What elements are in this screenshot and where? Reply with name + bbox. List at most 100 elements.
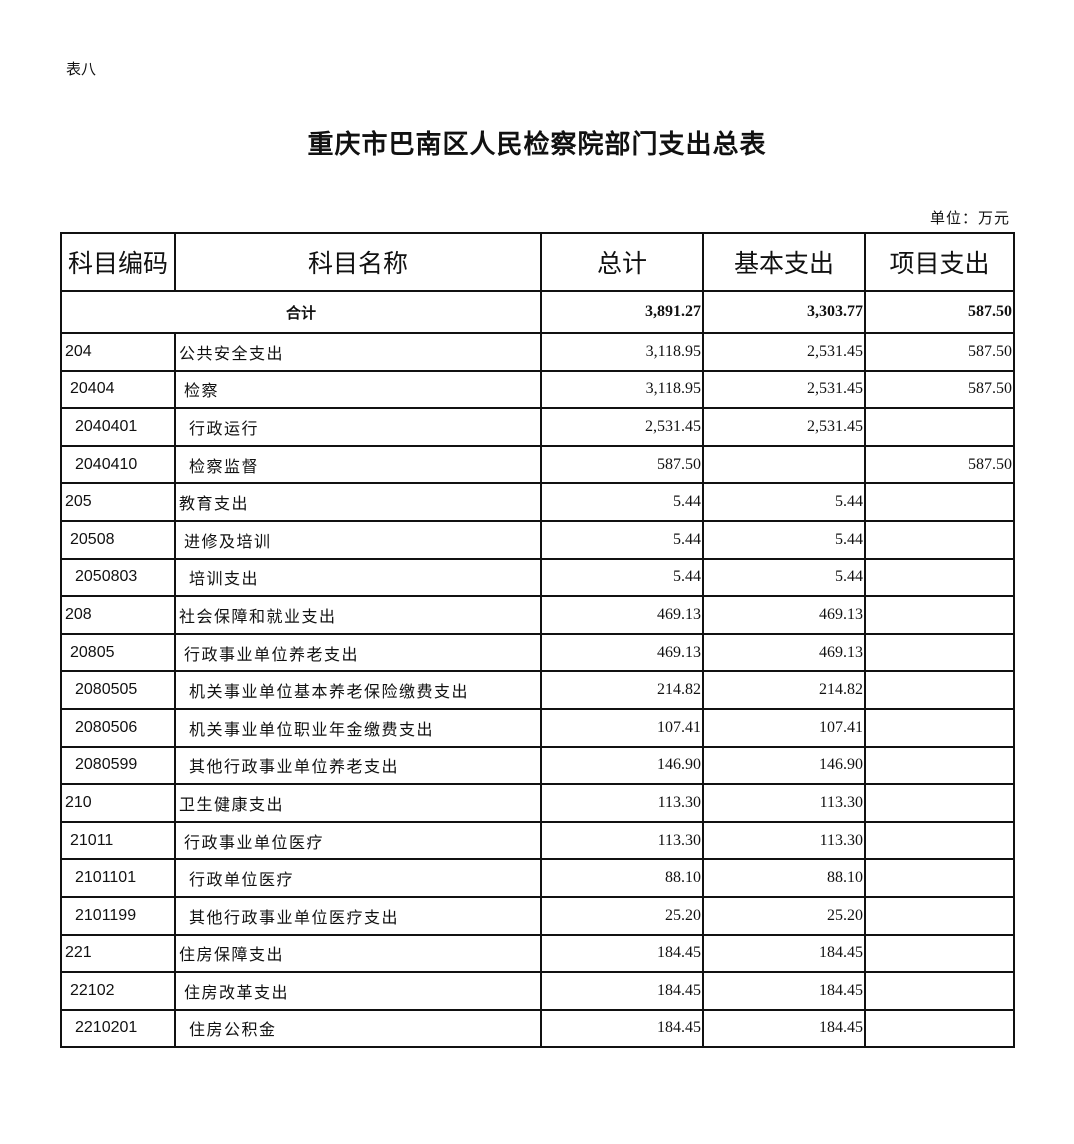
table-row: 2080506 机关事业单位职业年金缴费支出 107.41 107.41 — [60, 707, 1015, 748]
row-code: 2080599 — [60, 745, 176, 786]
row-name: 住房保障支出 — [174, 933, 542, 974]
page-title: 重庆市巴南区人民检察院部门支出总表 — [307, 130, 767, 160]
row-basic: 107.41 — [702, 707, 866, 748]
row-project — [864, 519, 1015, 560]
table-row: 2101101 行政单位医疗 88.10 88.10 — [60, 858, 1015, 898]
table-row: 2210201 住房公积金 184.45 184.45 — [60, 1008, 1015, 1049]
row-total: 214.82 — [540, 670, 704, 710]
row-basic: 184.45 — [702, 1008, 866, 1049]
row-code: 204 — [60, 332, 176, 372]
header-row: 科目编码 科目名称 总计 基本支出 项目支出 — [60, 232, 1015, 292]
row-total: 5.44 — [540, 557, 704, 598]
row-code: 205 — [60, 482, 176, 522]
row-total: 184.45 — [540, 971, 704, 1011]
row-basic — [702, 444, 866, 485]
row-name: 检察 — [174, 369, 542, 410]
row-basic: 469.13 — [702, 595, 866, 635]
table-row: 2101199 其他行政事业单位医疗支出 25.20 25.20 — [60, 895, 1015, 936]
table-row: 20404 检察 3,118.95 2,531.45 587.50 — [60, 369, 1015, 410]
row-project — [864, 745, 1015, 786]
row-total: 184.45 — [540, 933, 704, 974]
table-row: 2050803 培训支出 5.44 5.44 — [60, 557, 1015, 598]
header-project: 项目支出 — [864, 232, 1015, 292]
row-name: 其他行政事业单位医疗支出 — [174, 895, 542, 936]
total-total: 3,891.27 — [540, 290, 704, 334]
row-name: 住房公积金 — [174, 1008, 542, 1049]
row-basic: 113.30 — [702, 783, 866, 823]
row-name: 机关事业单位职业年金缴费支出 — [174, 707, 542, 748]
row-total: 5.44 — [540, 482, 704, 522]
row-name: 住房改革支出 — [174, 971, 542, 1011]
row-basic: 2,531.45 — [702, 369, 866, 410]
row-name: 行政单位医疗 — [174, 858, 542, 898]
row-basic: 214.82 — [702, 670, 866, 710]
row-project — [864, 407, 1015, 447]
row-basic: 146.90 — [702, 745, 866, 786]
row-code: 22102 — [60, 971, 176, 1011]
table-row: 21011 行政事业单位医疗 113.30 113.30 — [60, 820, 1015, 861]
row-code: 2080506 — [60, 707, 176, 748]
row-project — [864, 632, 1015, 673]
table-row: 208 社会保障和就业支出 469.13 469.13 — [60, 595, 1015, 635]
table-row: 205 教育支出 5.44 5.44 — [60, 482, 1015, 522]
row-project — [864, 707, 1015, 748]
header-code: 科目编码 — [60, 232, 176, 292]
table-row: 2080599 其他行政事业单位养老支出 146.90 146.90 — [60, 745, 1015, 786]
expenditure-table: 科目编码 科目名称 总计 基本支出 项目支出 合计 3,891.27 3,303… — [60, 232, 1015, 1049]
table-row: 2080505 机关事业单位基本养老保险缴费支出 214.82 214.82 — [60, 670, 1015, 710]
total-label: 合计 — [60, 290, 542, 334]
row-total: 3,118.95 — [540, 369, 704, 410]
row-total: 184.45 — [540, 1008, 704, 1049]
table-row: 221 住房保障支出 184.45 184.45 — [60, 933, 1015, 974]
row-code: 2080505 — [60, 670, 176, 710]
row-project — [864, 858, 1015, 898]
row-total: 88.10 — [540, 858, 704, 898]
row-name: 培训支出 — [174, 557, 542, 598]
row-project — [864, 820, 1015, 861]
row-code: 2040410 — [60, 444, 176, 485]
row-code: 20508 — [60, 519, 176, 560]
row-basic: 5.44 — [702, 519, 866, 560]
row-project — [864, 670, 1015, 710]
row-code: 2101101 — [60, 858, 176, 898]
table-row: 2040401 行政运行 2,531.45 2,531.45 — [60, 407, 1015, 447]
row-project — [864, 1008, 1015, 1049]
row-project — [864, 783, 1015, 823]
row-basic: 2,531.45 — [702, 332, 866, 372]
row-project: 587.50 — [864, 444, 1015, 485]
row-code: 208 — [60, 595, 176, 635]
row-project — [864, 971, 1015, 1011]
row-basic: 184.45 — [702, 971, 866, 1011]
row-code: 20404 — [60, 369, 176, 410]
row-name: 行政事业单位医疗 — [174, 820, 542, 861]
row-basic: 88.10 — [702, 858, 866, 898]
row-total: 146.90 — [540, 745, 704, 786]
row-project — [864, 895, 1015, 936]
row-name: 社会保障和就业支出 — [174, 595, 542, 635]
row-total: 2,531.45 — [540, 407, 704, 447]
total-project: 587.50 — [864, 290, 1015, 334]
row-name: 行政事业单位养老支出 — [174, 632, 542, 673]
row-project — [864, 482, 1015, 522]
row-project — [864, 933, 1015, 974]
row-name: 检察监督 — [174, 444, 542, 485]
row-code: 221 — [60, 933, 176, 974]
row-code: 2040401 — [60, 407, 176, 447]
row-name: 卫生健康支出 — [174, 783, 542, 823]
row-name: 公共安全支出 — [174, 332, 542, 372]
total-basic: 3,303.77 — [702, 290, 866, 334]
row-total: 107.41 — [540, 707, 704, 748]
row-name: 进修及培训 — [174, 519, 542, 560]
row-code: 2050803 — [60, 557, 176, 598]
table-row: 22102 住房改革支出 184.45 184.45 — [60, 971, 1015, 1011]
row-code: 2101199 — [60, 895, 176, 936]
row-code: 210 — [60, 783, 176, 823]
row-basic: 5.44 — [702, 557, 866, 598]
row-total: 587.50 — [540, 444, 704, 485]
row-name: 机关事业单位基本养老保险缴费支出 — [174, 670, 542, 710]
header-basic: 基本支出 — [702, 232, 866, 292]
table-row: 2040410 检察监督 587.50 587.50 — [60, 444, 1015, 485]
row-project — [864, 595, 1015, 635]
row-total: 113.30 — [540, 820, 704, 861]
header-name: 科目名称 — [174, 232, 542, 292]
